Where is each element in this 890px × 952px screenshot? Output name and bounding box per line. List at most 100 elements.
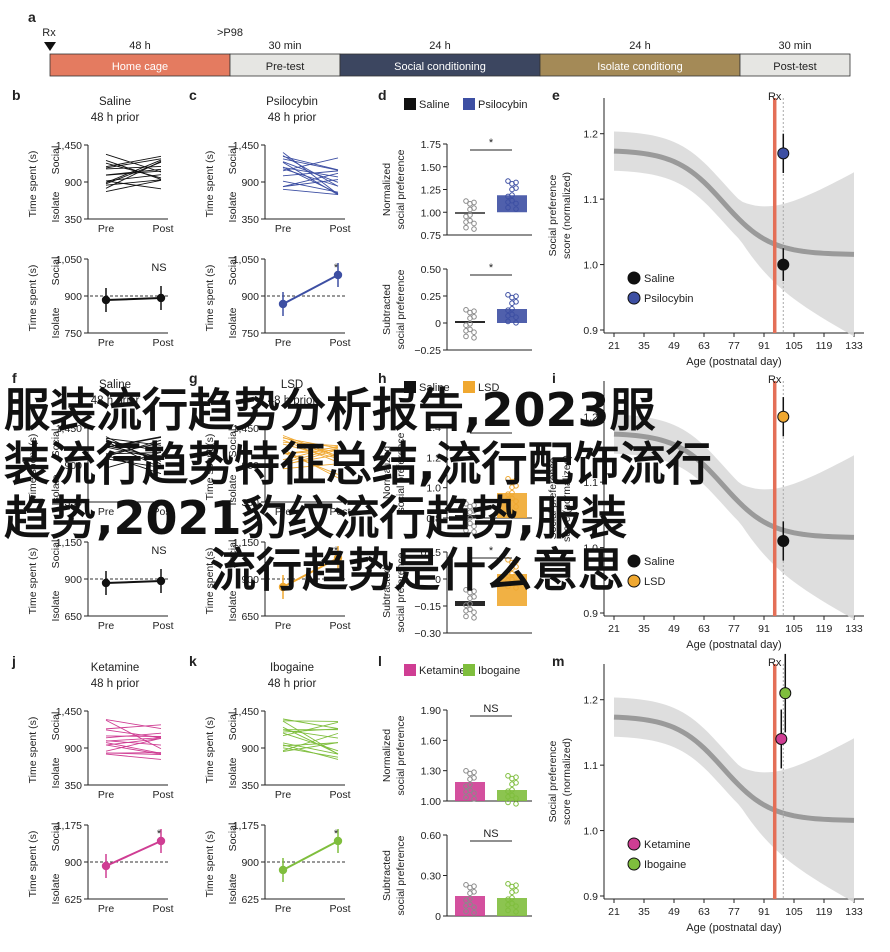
y-tick-label: 350 — [241, 214, 259, 226]
social-label: Social — [227, 712, 239, 741]
group-point — [779, 687, 792, 700]
data-point — [509, 775, 515, 782]
subject-line — [105, 166, 162, 170]
data-point — [463, 213, 469, 220]
group-point — [777, 258, 790, 271]
x-tick-label: Post — [329, 789, 350, 801]
legend-label: Ibogaine — [644, 859, 686, 871]
y-tick-label: 900 — [64, 291, 82, 303]
mean-line — [282, 557, 339, 588]
data-point — [467, 770, 473, 777]
panel-subtitle: 48 h prior — [268, 395, 317, 407]
mean-point — [333, 836, 343, 846]
mean-point — [101, 861, 111, 871]
y-axis-label: social preference — [395, 269, 407, 349]
panel-title: Ketamine — [91, 662, 140, 674]
legend-swatch — [404, 98, 416, 110]
subject-line — [282, 742, 339, 752]
x-tick-label: Pre — [98, 789, 115, 801]
data-point — [513, 498, 519, 505]
subject-line — [282, 162, 339, 196]
bar — [497, 493, 527, 518]
x-tick-label: 133 — [845, 906, 863, 918]
subject-line — [105, 445, 162, 458]
x-tick-label: 63 — [698, 623, 710, 635]
subject-line — [105, 732, 162, 739]
panel-letter-k: k — [189, 653, 197, 669]
x-tick-label: 21 — [608, 623, 620, 635]
fit-curve — [613, 431, 855, 540]
x-tick-label: 119 — [816, 340, 833, 352]
significance-mark: NS — [151, 262, 166, 274]
data-point — [509, 484, 515, 491]
data-point — [463, 307, 469, 313]
y-tick-label: 350 — [241, 780, 259, 792]
isolate-label: Isolate — [227, 590, 239, 621]
y-tick-label: 1.50 — [421, 162, 442, 174]
data-point — [471, 335, 477, 341]
x-tick-label: 21 — [608, 906, 620, 918]
data-point — [463, 522, 469, 528]
y-axis-label: Time spent (s) — [204, 434, 216, 501]
panel-letter-d: d — [378, 87, 387, 103]
subject-line — [105, 729, 162, 739]
data-point — [513, 320, 519, 326]
x-tick-label: 21 — [608, 340, 620, 352]
x-tick-label: Post — [329, 620, 350, 632]
y-tick-label: 1,150 — [233, 537, 259, 549]
y-axis-label: Time spent (s) — [204, 548, 216, 615]
subject-line — [105, 440, 162, 452]
y-tick-label: 0.9 — [583, 608, 598, 620]
legend-marker — [627, 271, 641, 285]
y-tick-label: 0.15 — [421, 547, 442, 559]
mean-point — [333, 553, 343, 563]
data-point — [463, 789, 469, 795]
y-tick-label: 0 — [435, 318, 441, 330]
x-tick-label: 49 — [668, 906, 680, 918]
subject-line — [282, 463, 339, 470]
y-tick-label: 0.25 — [421, 291, 442, 303]
stage-duration: 30 min — [778, 40, 811, 52]
subject-line — [282, 179, 339, 188]
subject-line — [282, 437, 339, 449]
y-tick-label: 0.9 — [583, 891, 598, 903]
y-axis-label: Subtracted — [381, 850, 393, 901]
significance-mark: * — [334, 545, 339, 557]
significance-mark: NS — [483, 703, 498, 715]
data-point — [467, 503, 473, 510]
x-axis-label: Age (postnatal day) — [686, 922, 781, 934]
y-tick-label: 1,175 — [233, 820, 259, 832]
y-tick-label: 625 — [64, 894, 82, 906]
isolate-label: Isolate — [227, 757, 239, 788]
y-tick-label: 0.75 — [421, 230, 442, 242]
y-tick-label: 1.1 — [583, 760, 598, 772]
x-tick-label: 91 — [758, 906, 770, 918]
isolate-label: Isolate — [227, 873, 239, 904]
social-label: Social — [227, 146, 239, 175]
panel-letter-l: l — [378, 653, 382, 669]
data-point — [509, 883, 515, 890]
significance-mark: NS — [151, 545, 166, 557]
data-point — [467, 309, 473, 316]
subject-line — [105, 153, 162, 173]
panel-letter-g: g — [189, 370, 198, 386]
subject-line — [282, 435, 339, 457]
legend-swatch — [463, 98, 475, 110]
y-tick-label: 1,050 — [233, 254, 259, 266]
data-point — [471, 329, 477, 336]
y-axis-label: social preference — [395, 715, 407, 795]
y-tick-label: 900 — [241, 574, 259, 586]
y-tick-label: 1,450 — [233, 706, 259, 718]
subject-line — [282, 188, 339, 196]
y-axis-label: Social preference — [547, 457, 559, 539]
bar — [455, 896, 485, 916]
subject-line — [282, 172, 339, 188]
subject-line — [282, 720, 339, 722]
data-point — [471, 220, 477, 227]
subject-line — [282, 718, 339, 729]
data-point — [513, 585, 519, 591]
data-point — [463, 768, 469, 774]
p98-label: >P98 — [217, 27, 243, 39]
x-tick-label: 35 — [638, 623, 650, 635]
y-tick-label: 900 — [241, 460, 259, 472]
